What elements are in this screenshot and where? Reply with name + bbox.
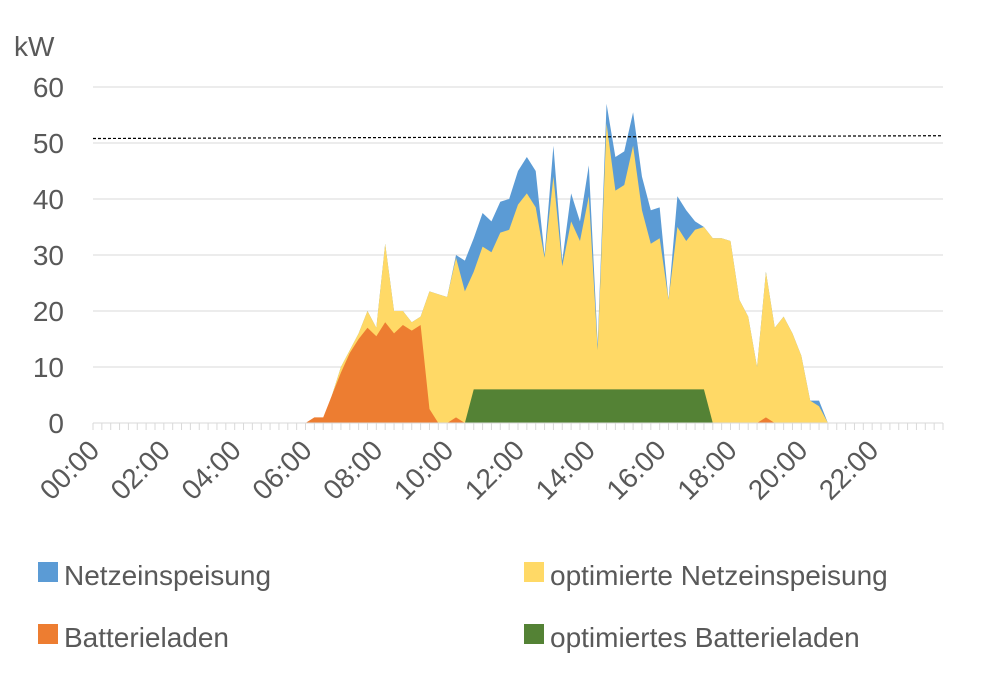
x-tick-label: 06:00 [246,434,317,505]
y-tick-label: 10 [33,352,64,383]
y-axis-unit-label: kW [14,31,55,62]
x-tick-label: 10:00 [388,434,459,505]
legend-swatch [524,562,544,582]
area-series [93,103,943,424]
x-tick-label: 02:00 [105,434,176,505]
x-axis [92,422,944,430]
series-area-2 [93,123,943,424]
y-tick-label: 40 [33,184,64,215]
threshold-dashed-line [92,135,944,140]
threshold-line [92,135,944,140]
series-area-4 [93,389,943,423]
legend-label: optimierte Netzeinspeisung [550,560,888,591]
legend-label: Netzeinspeisung [64,560,271,591]
y-tick-label: 20 [33,296,64,327]
x-tick-label: 08:00 [317,434,388,505]
legend-label: optimiertes Batterieladen [550,622,860,653]
y-tick-label: 30 [33,240,64,271]
legend-label: Batterieladen [64,622,229,653]
x-tick-label: 22:00 [813,434,884,505]
legend-swatch [38,624,58,644]
x-tick-label: 16:00 [600,434,671,505]
legend-swatch [38,562,58,582]
x-tick-label: 18:00 [671,434,742,505]
y-tick-labels: 0 10 20 30 40 50 60 [33,72,64,439]
x-tick-label: 14:00 [530,434,601,505]
y-tick-label: 50 [33,128,64,159]
x-tick-labels: 00:00 02:00 04:00 06:00 08:00 10:00 12:00 14:00… [34,434,885,505]
x-tick-label: 00:00 [34,434,105,505]
y-tick-label: 60 [33,72,64,103]
x-tick-label: 04:00 [175,434,246,505]
x-tick-label: 12:00 [459,434,530,505]
legend: Netzeinspeisung optimierte Netzeinspeisun… [38,560,888,653]
legend-swatch [524,624,544,644]
y-tick-label: 0 [48,408,64,439]
x-tick-label: 20:00 [742,434,813,505]
